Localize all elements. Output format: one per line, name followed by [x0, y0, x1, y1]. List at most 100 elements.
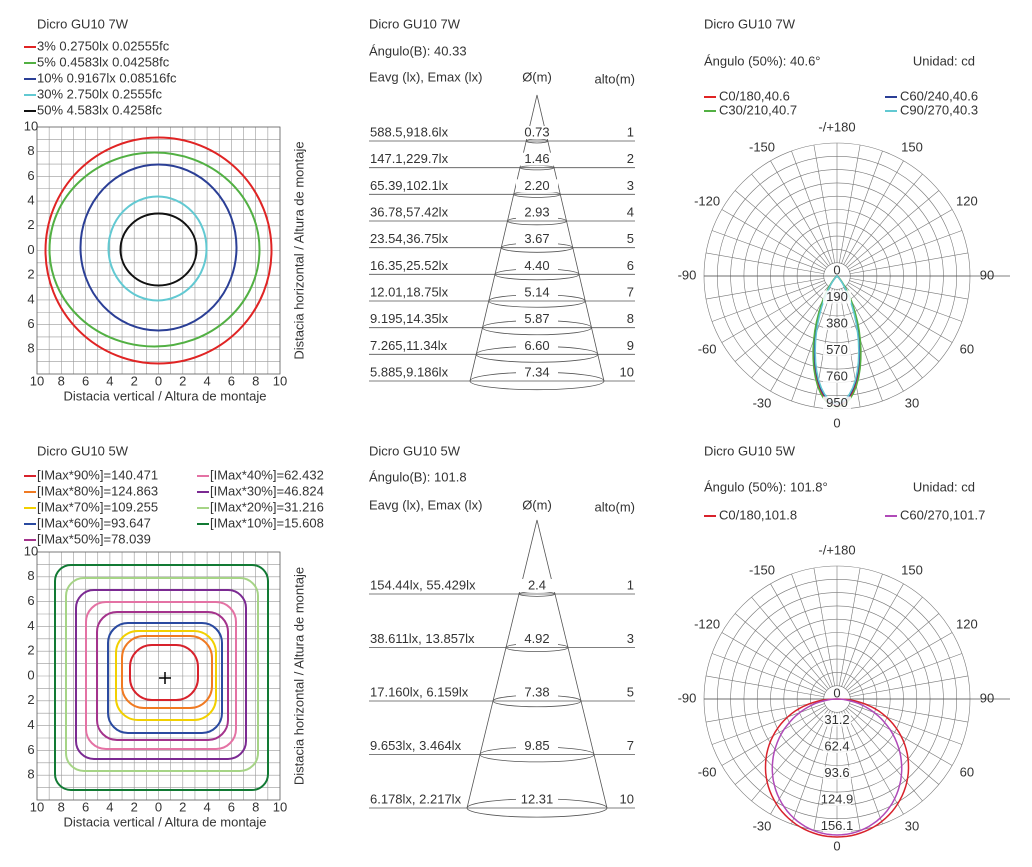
diameter: 7.38	[524, 684, 549, 699]
y-tick-label: 4	[27, 618, 34, 633]
angle-label: -/+180	[818, 542, 855, 557]
cone-header: alto(m)	[595, 71, 635, 86]
polar-spoke	[711, 280, 825, 322]
radial-label: 950	[826, 395, 848, 410]
height: 7	[627, 738, 634, 753]
polar-spoke	[849, 675, 969, 698]
y-tick-label: 0	[27, 667, 34, 682]
illuminance: 12.01,18.75lx	[370, 284, 449, 299]
x-tick-label: 6	[228, 799, 235, 814]
y-axis-label: Distacia horizontal / Altura de montaje	[291, 567, 306, 785]
polar-spoke	[705, 252, 825, 275]
x-tick-label: 0	[155, 373, 162, 388]
isolux-contour	[119, 212, 198, 287]
height: 8	[627, 311, 634, 326]
legend-label: C60/240,40.6	[900, 88, 978, 103]
diameter: 6.60	[524, 338, 549, 353]
polar-spoke	[846, 707, 940, 785]
angle-label: 60	[960, 764, 974, 779]
radial-label: 93.6	[824, 765, 849, 780]
y-tick-label: 6	[27, 168, 34, 183]
grid-frame	[36, 551, 281, 801]
polar-spoke	[845, 173, 923, 267]
illuminance: 17.160lx, 6.159lx	[370, 684, 469, 699]
polar-spoke	[841, 150, 883, 264]
x-tick-label: 2	[131, 799, 138, 814]
polar-spoke	[848, 209, 953, 270]
legend-label: C60/270,101.7	[900, 507, 985, 522]
polar-spoke	[751, 596, 829, 690]
cone-title: Dicro GU10 5W	[369, 443, 461, 458]
polar-spoke	[813, 144, 836, 264]
cone-outline	[466, 519, 608, 809]
x-tick-label: 6	[228, 373, 235, 388]
polar-spoke	[841, 288, 883, 402]
radial-label: 570	[826, 342, 848, 357]
angle-label: -120	[694, 193, 720, 208]
diameter: 2.4	[528, 577, 546, 592]
cone-title: Dicro GU10 7W	[369, 16, 461, 31]
label-bg	[823, 793, 851, 806]
x-tick-label: 2	[179, 799, 186, 814]
height: 3	[627, 178, 634, 193]
isolux-contour	[107, 622, 223, 734]
label-bg	[516, 232, 558, 246]
angle-label: 120	[956, 193, 978, 208]
x-tick-label: 4	[106, 799, 113, 814]
height: 7	[627, 284, 634, 299]
radial-label: 124.9	[821, 791, 854, 806]
polar-spoke	[843, 710, 904, 815]
polar-spoke	[770, 287, 831, 392]
illuminance: 23.54,36.75lx	[370, 231, 449, 246]
height: 1	[627, 124, 634, 139]
y-tick-label: 10	[24, 543, 38, 558]
isolux-title: Dicro GU10 5W	[37, 443, 129, 458]
polar-spoke	[705, 700, 825, 723]
y-tick-label: 10	[24, 118, 38, 133]
illuminance: 5.885,9.186lx	[370, 364, 449, 379]
legend-label: [IMax*10%]=15.608	[210, 515, 324, 530]
diameter: 5.87	[524, 311, 549, 326]
angle-label: -60	[698, 764, 717, 779]
legend-label: [IMax*30%]=46.824	[210, 483, 324, 498]
legend-label: [IMax*60%]=93.647	[37, 515, 151, 530]
legend-label: [IMax*70%]=109.255	[37, 499, 158, 514]
polar-spoke	[838, 567, 861, 687]
x-tick-label: 8	[252, 373, 259, 388]
y-tick-label: 2	[27, 267, 34, 282]
x-tick-label: 10	[30, 799, 44, 814]
polar-spoke	[734, 284, 828, 362]
polar-angle: Ángulo (50%): 101.8°	[704, 479, 828, 494]
legend-label: [IMax*80%]=124.863	[37, 483, 158, 498]
polar-spoke	[791, 573, 833, 687]
cone-angle: Ángulo(B): 101.8	[369, 469, 467, 484]
angle-label: 30	[905, 396, 919, 411]
y-tick-label: 8	[27, 767, 34, 782]
y-tick-label: 2	[27, 643, 34, 658]
angle-label: -60	[698, 341, 717, 356]
height: 9	[627, 338, 634, 353]
label-bg	[823, 343, 851, 357]
polar-spoke	[751, 173, 829, 267]
cone-header: alto(m)	[595, 499, 635, 514]
cone-header: Eavg (lx), Emax (lx)	[369, 497, 482, 512]
polar-spoke	[721, 632, 826, 693]
x-tick-label: 6	[82, 799, 89, 814]
radial-label: 0	[833, 262, 840, 277]
polar-spoke	[845, 708, 923, 802]
isolux-contour	[79, 163, 238, 332]
radial-label: 62.4	[824, 738, 849, 753]
angle-label: -120	[694, 616, 720, 631]
y-tick-label: 6	[27, 593, 34, 608]
isolux-contour	[115, 630, 217, 721]
radial-label: 380	[826, 315, 848, 330]
polar-spoke	[734, 707, 828, 785]
radial-label: 760	[826, 368, 848, 383]
label-bg	[823, 317, 851, 330]
polar-spoke	[849, 230, 963, 272]
legend-label: [IMax*50%]=78.039	[37, 531, 151, 546]
polar-spoke	[705, 675, 825, 698]
x-tick-label: 0	[155, 799, 162, 814]
x-tick-label: 2	[179, 373, 186, 388]
height: 5	[627, 684, 634, 699]
